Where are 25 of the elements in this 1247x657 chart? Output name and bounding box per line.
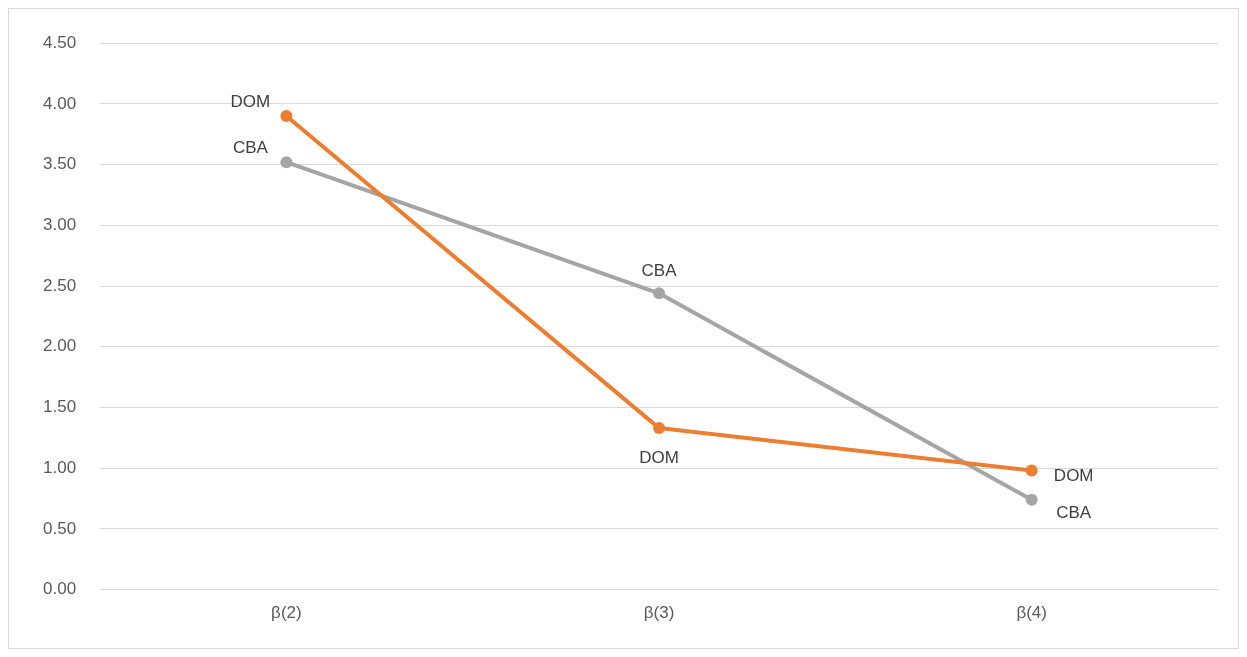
text: CBA — [232, 137, 268, 157]
text: CBA — [1056, 503, 1092, 523]
series-label: CBA — [641, 261, 678, 281]
y-tick-label: 3.50 — [42, 154, 77, 174]
y-tick-label: 3.00 — [42, 215, 77, 235]
y-tick-label: 1.50 — [42, 397, 77, 417]
y-tick-label: 0.00 — [42, 579, 77, 599]
y-tick-label: 2.00 — [42, 336, 77, 356]
point — [1025, 493, 1038, 506]
point — [280, 156, 293, 169]
y-tick-label: 4.00 — [42, 93, 77, 113]
x-tick-label: β(4) — [1016, 603, 1047, 623]
y-tick-label: 4.50 — [42, 32, 77, 52]
point — [1025, 464, 1038, 477]
x-tick-label: β(3) — [643, 603, 675, 623]
y-tick-label: 1.00 — [42, 457, 77, 477]
point — [280, 110, 293, 123]
text: DOM — [639, 447, 679, 467]
point — [653, 287, 666, 300]
point — [653, 422, 666, 435]
text: DOM — [1053, 466, 1094, 486]
x-tick-label: β(2) — [271, 603, 302, 623]
series-label: DOM — [230, 91, 271, 111]
y-tick-label: 2.50 — [42, 275, 77, 295]
y-tick-label: 0.50 — [42, 518, 77, 538]
